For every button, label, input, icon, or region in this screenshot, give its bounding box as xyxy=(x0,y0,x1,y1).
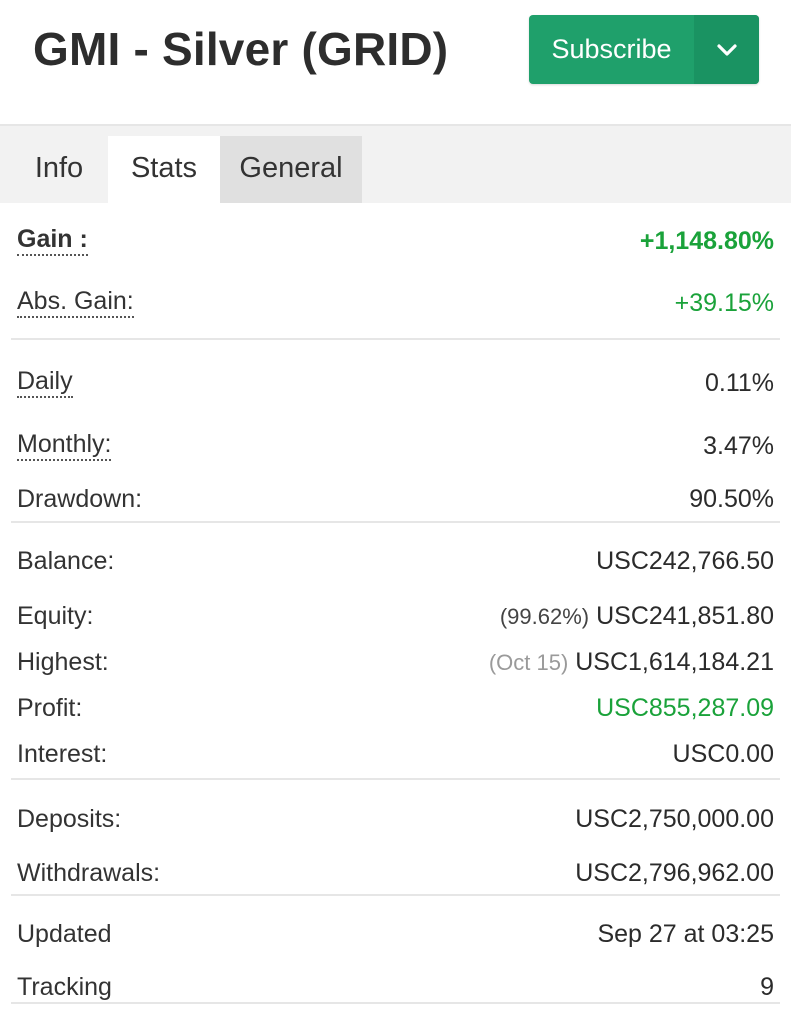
equity-percent: (99.62%) xyxy=(499,603,590,629)
withdrawals-value: USC2,796,962.00 xyxy=(575,858,774,887)
gain-value: +1,148.80% xyxy=(639,226,774,255)
tracking-section: Updated Sep 27 at 03:25 Tracking 9 xyxy=(11,896,780,1004)
abs-gain-value: +39.15% xyxy=(674,288,774,317)
tab-general[interactable]: General xyxy=(220,136,362,203)
monthly-label[interactable]: Monthly: xyxy=(17,431,112,461)
profit-row: Profit: USC855,287.09 xyxy=(11,685,780,731)
daily-value: 0.11% xyxy=(704,368,774,397)
tracking-row: Tracking 9 xyxy=(11,966,780,1008)
tab-info[interactable]: Info xyxy=(34,152,84,184)
updated-row: Updated Sep 27 at 03:25 xyxy=(11,896,780,966)
stats-panel: Gain : +1,148.80% Abs. Gain: +39.15% Dai… xyxy=(0,203,791,1004)
subscribe-dropdown-button[interactable] xyxy=(694,15,759,84)
interest-value: USC0.00 xyxy=(672,739,774,768)
drawdown-label: Drawdown: xyxy=(17,484,143,513)
interest-label: Interest: xyxy=(17,739,108,768)
profit-label: Profit: xyxy=(17,693,83,722)
interest-row: Interest: USC0.00 xyxy=(11,731,780,777)
drawdown-row: Drawdown: 90.50% xyxy=(11,474,780,524)
drawdown-value: 90.50% xyxy=(689,484,774,513)
highest-label: Highest: xyxy=(17,647,109,676)
tab-stats[interactable]: Stats xyxy=(108,136,220,203)
balance-section: Balance: USC242,766.50 Equity: (99.62%) … xyxy=(11,523,780,780)
monthly-value: 3.47% xyxy=(703,431,774,460)
equity-value: USC241,851.80 xyxy=(596,601,774,630)
tracking-label: Tracking xyxy=(17,972,112,1001)
subscribe-button-group[interactable]: Subscribe xyxy=(529,15,759,84)
balance-label: Balance: xyxy=(17,546,115,575)
daily-label[interactable]: Daily xyxy=(17,368,73,398)
deposits-row: Deposits: USC2,750,000.00 xyxy=(11,780,780,852)
balance-value: USC242,766.50 xyxy=(596,546,774,575)
deposits-section: Deposits: USC2,750,000.00 Withdrawals: U… xyxy=(11,780,780,896)
equity-label: Equity: xyxy=(17,601,94,630)
gain-section: Gain : +1,148.80% Abs. Gain: +39.15% xyxy=(11,203,780,340)
highest-value: USC1,614,184.21 xyxy=(575,647,774,676)
equity-value-group: (99.62%) USC241,851.80 xyxy=(500,602,774,631)
balance-row: Balance: USC242,766.50 xyxy=(11,523,780,593)
monthly-row: Monthly: 3.47% xyxy=(11,418,780,474)
highest-row: Highest: (Oct 15) USC1,614,184.21 xyxy=(11,639,780,685)
page-title: GMI - Silver (GRID) xyxy=(33,23,449,75)
withdrawals-label: Withdrawals: xyxy=(17,858,161,887)
gain-row: Gain : +1,148.80% xyxy=(11,203,780,275)
abs-gain-label[interactable]: Abs. Gain: xyxy=(17,288,134,318)
subscribe-button[interactable]: Subscribe xyxy=(551,34,672,64)
abs-gain-row: Abs. Gain: +39.15% xyxy=(11,275,780,331)
daily-row: Daily 0.11% xyxy=(11,340,780,418)
tab-bar: Info Stats General xyxy=(0,126,791,203)
equity-row: Equity: (99.62%) USC241,851.80 xyxy=(11,593,780,639)
chevron-down-icon xyxy=(716,43,737,56)
profit-value: USC855,287.09 xyxy=(596,693,774,722)
growth-section: Daily 0.11% Monthly: 3.47% Drawdown: 90.… xyxy=(11,340,780,523)
page-header: GMI - Silver (GRID) Subscribe xyxy=(0,0,791,126)
deposits-label: Deposits: xyxy=(17,804,122,833)
updated-label: Updated xyxy=(17,919,112,948)
gain-label[interactable]: Gain : xyxy=(17,226,88,256)
tracking-value: 9 xyxy=(760,972,774,1001)
deposits-value: USC2,750,000.00 xyxy=(575,804,774,833)
highest-value-group: (Oct 15) USC1,614,184.21 xyxy=(489,648,774,677)
withdrawals-row: Withdrawals: USC2,796,962.00 xyxy=(11,852,780,894)
highest-date: (Oct 15) xyxy=(488,649,569,675)
updated-value: Sep 27 at 03:25 xyxy=(597,919,774,948)
